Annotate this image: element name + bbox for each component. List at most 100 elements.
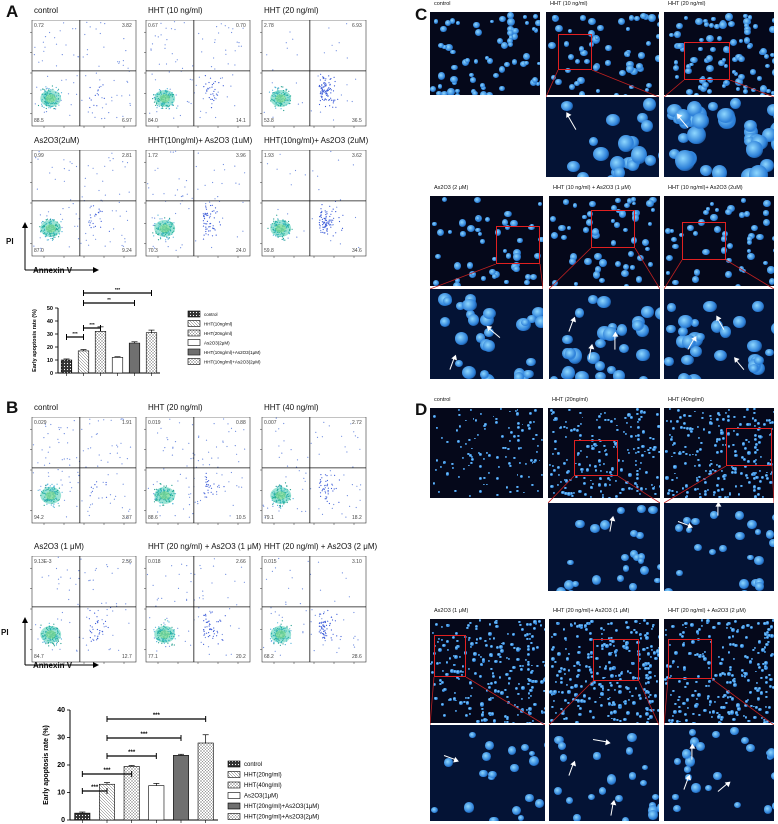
nucleus xyxy=(696,653,700,657)
nucleus xyxy=(655,680,659,683)
quadrant-value-lr: 18.2 xyxy=(352,515,362,521)
nucleus xyxy=(479,675,482,678)
legend-swatch xyxy=(227,813,241,820)
quadrant-value-ul: 0.018 xyxy=(148,559,161,565)
nucleus xyxy=(751,87,757,93)
nucleus xyxy=(756,663,761,667)
nucleus xyxy=(644,677,648,680)
nucleus xyxy=(636,489,639,493)
nucleus xyxy=(648,196,657,204)
flow-scatter-plot xyxy=(144,556,251,664)
y-tick-label: 40 xyxy=(57,707,65,714)
nucleus xyxy=(601,496,605,498)
nucleus xyxy=(454,646,459,650)
nucleus xyxy=(698,448,702,452)
nucleus xyxy=(746,623,750,628)
nucleus xyxy=(680,426,683,429)
nucleus xyxy=(630,487,633,490)
nucleus xyxy=(567,28,573,34)
nucleus xyxy=(516,490,519,493)
nucleus xyxy=(723,478,726,481)
nucleus xyxy=(527,426,531,430)
nucleus xyxy=(635,460,638,462)
nucleus xyxy=(595,671,599,675)
nucleus xyxy=(664,227,672,235)
zoom-connector xyxy=(664,679,774,725)
nucleus xyxy=(697,713,701,717)
nucleus xyxy=(470,409,472,412)
nucleus xyxy=(648,262,653,268)
nucleus xyxy=(765,621,770,625)
nucleus xyxy=(558,473,561,476)
nucleus xyxy=(772,58,774,64)
nucleus xyxy=(644,667,648,671)
nucleus xyxy=(711,468,715,472)
nucleus xyxy=(559,426,563,429)
nucleus xyxy=(572,202,578,208)
nucleus xyxy=(692,276,699,283)
nucleus xyxy=(562,709,565,713)
nucleus xyxy=(551,453,554,456)
flow-scatter-plot xyxy=(30,556,137,664)
nucleus xyxy=(766,471,769,474)
nucleus xyxy=(591,483,595,486)
nucleus xyxy=(649,436,652,440)
nucleus xyxy=(536,489,540,492)
legend-swatch xyxy=(187,358,201,365)
nucleus xyxy=(550,705,554,709)
nucleus xyxy=(588,665,591,669)
nucleus xyxy=(633,619,638,623)
nucleus xyxy=(441,638,444,642)
nucleus xyxy=(635,477,639,481)
nucleus xyxy=(676,666,679,669)
microscopy-caption: As2O3 (1 μM) xyxy=(434,608,469,614)
nucleus xyxy=(517,238,523,243)
nucleus xyxy=(509,490,513,494)
nucleus xyxy=(511,633,515,637)
nucleus xyxy=(655,307,660,320)
nucleus xyxy=(565,471,569,474)
nucleus xyxy=(728,665,733,670)
legend-label: HHT(10ng/ml) xyxy=(204,322,233,327)
nucleus xyxy=(495,420,498,424)
nucleus xyxy=(621,553,629,561)
nucleus xyxy=(771,428,774,431)
nucleus xyxy=(641,454,644,458)
nucleus xyxy=(504,447,507,450)
microscopy-caption: control xyxy=(434,397,451,403)
nucleus xyxy=(703,650,706,653)
nucleus xyxy=(477,434,480,437)
nucleus xyxy=(621,488,625,491)
microscopy-caption: HHT (20ng/ml) xyxy=(552,397,588,403)
nucleus xyxy=(499,15,507,23)
nucleus xyxy=(602,629,606,632)
nucleus xyxy=(552,464,555,467)
nucleus xyxy=(547,42,556,50)
nucleus xyxy=(619,677,623,681)
nucleus xyxy=(613,418,616,421)
significance-label: *** xyxy=(153,713,161,719)
nucleus xyxy=(706,661,711,666)
nucleus xyxy=(475,333,486,343)
nucleus xyxy=(595,444,598,447)
nucleus xyxy=(615,795,623,803)
nucleus xyxy=(639,637,642,640)
nucleus xyxy=(528,678,532,682)
nucleus xyxy=(526,662,531,667)
nucleus xyxy=(530,664,533,667)
nucleus xyxy=(561,235,568,240)
nucleus xyxy=(523,491,526,494)
nucleus xyxy=(750,657,754,661)
nucleus xyxy=(442,44,447,50)
nucleus xyxy=(543,690,545,693)
nucleus xyxy=(518,814,525,821)
nucleus xyxy=(600,684,604,689)
nucleus xyxy=(434,468,438,471)
nucleus xyxy=(570,428,574,433)
nucleus xyxy=(502,249,507,254)
nucleus xyxy=(638,622,641,625)
nucleus xyxy=(714,443,718,447)
nucleus xyxy=(536,62,540,66)
nucleus xyxy=(438,72,445,80)
nucleus xyxy=(755,476,759,480)
